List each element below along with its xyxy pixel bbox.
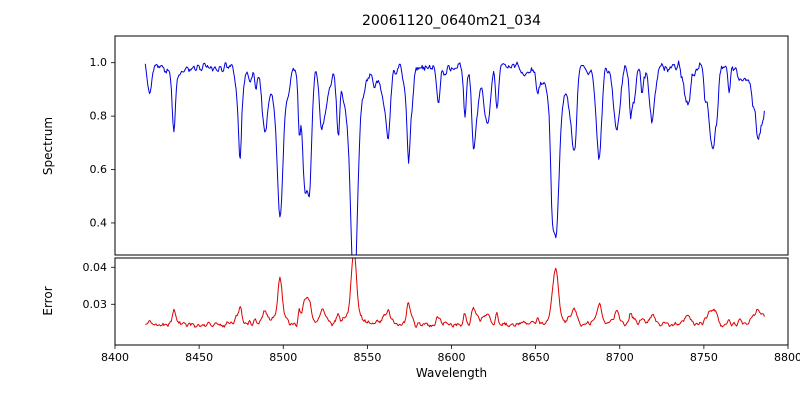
x-tick-label: 8800 — [774, 351, 800, 364]
x-tick-label: 8750 — [690, 351, 718, 364]
spectrum-y-tick-label: 1.0 — [90, 56, 108, 69]
spectrum-y-tick-label: 0.6 — [90, 163, 108, 176]
error-axis-label: Error — [41, 286, 55, 316]
x-tick-label: 8650 — [522, 351, 550, 364]
x-axis-label: Wavelength — [415, 366, 488, 380]
x-tick-label: 8500 — [269, 351, 297, 364]
chart-title: 20061120_0640m21_034 — [361, 13, 542, 29]
x-tick-label: 8600 — [438, 351, 466, 364]
x-tick-label: 8450 — [185, 351, 213, 364]
x-tick-label: 8400 — [101, 351, 129, 364]
error-y-tick-label: 0.03 — [83, 298, 108, 311]
error-y-tick-label: 0.04 — [83, 261, 108, 274]
x-tick-label: 8550 — [353, 351, 381, 364]
spectrum-panel-border — [114, 35, 789, 256]
spectrum-y-tick-label: 0.8 — [90, 110, 108, 123]
error-line — [145, 258, 765, 328]
error-panel-border — [114, 257, 789, 346]
spectrum-axis-label: Spectrum — [41, 116, 55, 176]
spectrum-y-tick-label: 0.4 — [90, 216, 108, 229]
x-tick-label: 8700 — [606, 351, 634, 364]
spectrum-line — [144, 60, 765, 255]
